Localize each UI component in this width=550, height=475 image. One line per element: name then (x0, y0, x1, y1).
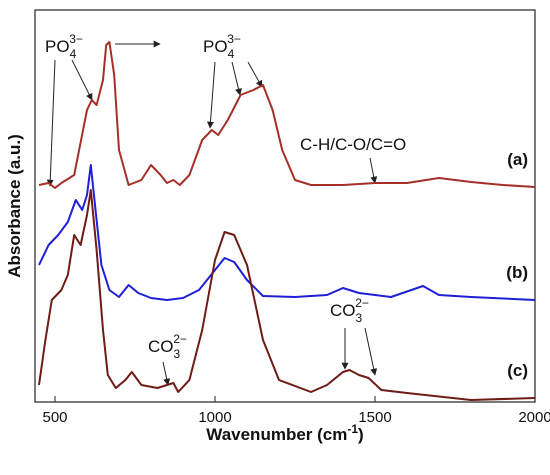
arrow (71, 59, 93, 101)
annotation: C-H/C-O/C=O (300, 135, 406, 154)
y-axis-label: Absorbance (a.u.) (5, 134, 24, 278)
arrow (231, 61, 242, 96)
annotation: CO32− (148, 332, 187, 361)
x-tick-label: 500 (42, 409, 67, 426)
arrow (369, 157, 378, 184)
series-label: (b) (506, 263, 528, 282)
x-tick-label: 1500 (358, 409, 391, 426)
arrow (364, 327, 378, 376)
x-tick-label: 2000 (518, 409, 550, 426)
x-tick-label: 1000 (198, 409, 231, 426)
arrow (162, 361, 171, 386)
series-label: (c) (507, 361, 528, 380)
plot-frame (34, 9, 536, 403)
arrow (247, 61, 263, 88)
annotation: PO43− (203, 32, 241, 61)
arrow (46, 59, 56, 187)
spectrum-line (38, 164, 536, 301)
series-label: (a) (507, 150, 528, 169)
arrow (206, 61, 216, 129)
annotation: PO43− (45, 32, 83, 61)
spectrum-line (38, 41, 536, 189)
x-axis-label: Wavenumber (cm-1) (206, 422, 363, 444)
spectrum-line (38, 189, 536, 401)
annotation: CO32− (330, 296, 369, 325)
